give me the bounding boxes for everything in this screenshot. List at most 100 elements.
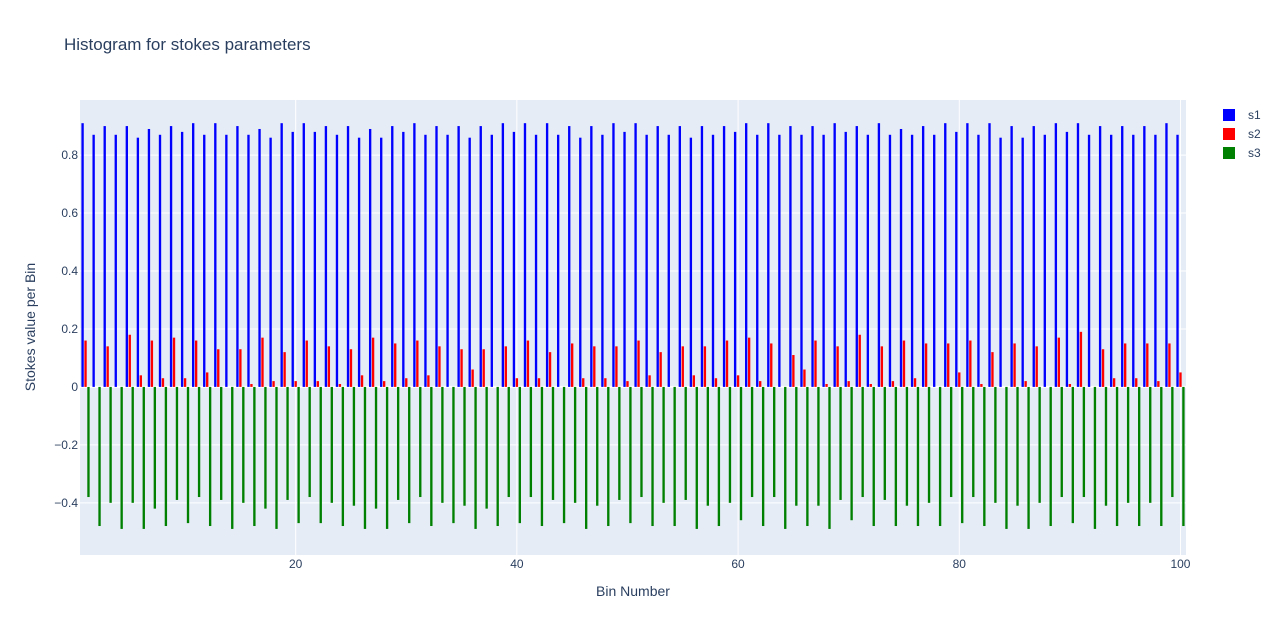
bar-s2 — [1112, 378, 1116, 387]
bar-s3 — [761, 386, 765, 527]
bar-s3 — [264, 386, 267, 509]
bar-s3 — [972, 386, 975, 498]
bar-s2 — [438, 346, 441, 387]
legend-swatch — [1223, 128, 1235, 140]
bar-s3 — [684, 386, 687, 500]
bar-s3 — [1038, 386, 1041, 503]
legend[interactable]: s1 s2 s3 — [1223, 108, 1261, 160]
bar-s2 — [338, 384, 342, 387]
bar-s1 — [1076, 123, 1080, 387]
bar-s2 — [515, 378, 519, 387]
legend-label: s3 — [1248, 146, 1261, 160]
bar-s1 — [778, 134, 781, 387]
bar-s3 — [385, 386, 389, 529]
bar-s3 — [983, 386, 986, 527]
bar-s3 — [629, 386, 632, 524]
bar-s3 — [806, 386, 809, 527]
bar-s3 — [1171, 386, 1174, 498]
bar-s1 — [1065, 131, 1069, 387]
bar-s1 — [844, 131, 847, 387]
bar-s2 — [869, 384, 872, 387]
bar-s1 — [910, 134, 914, 387]
y-tick-label: 0 — [71, 380, 78, 394]
bar-s2 — [327, 346, 331, 387]
bar-s2 — [217, 349, 220, 387]
bar-s1 — [711, 134, 715, 387]
bar-s2 — [692, 375, 696, 387]
bar-s3 — [596, 386, 599, 506]
bar-s1 — [302, 123, 305, 387]
bar-s2 — [1135, 378, 1138, 387]
bar-s1 — [855, 126, 858, 387]
bar-s3 — [441, 386, 444, 503]
bar-s2 — [847, 381, 850, 387]
bar-s3 — [452, 386, 455, 524]
bar-s3 — [330, 386, 333, 503]
bar-s1 — [623, 131, 626, 387]
bar-s1 — [534, 134, 538, 387]
bar-s1 — [1143, 126, 1146, 387]
bar-s2 — [250, 384, 253, 387]
bar-s3 — [518, 386, 521, 524]
bar-s3 — [651, 386, 654, 527]
chart-title: Histogram for stokes parameters — [64, 35, 311, 54]
bar-s3 — [706, 386, 710, 506]
bar-s1 — [800, 134, 803, 387]
bar-s3 — [1005, 386, 1008, 529]
bar-s1 — [114, 134, 117, 387]
bar-s2 — [836, 346, 839, 387]
bar-s2 — [626, 381, 629, 387]
y-tick-label: 0.8 — [61, 148, 78, 162]
y-tick-label: −0.2 — [54, 438, 78, 452]
y-tick-label: 0.4 — [61, 264, 78, 278]
x-axis-title: Bin Number — [596, 583, 670, 599]
bar-s2 — [427, 375, 430, 387]
bar-s3 — [1060, 386, 1063, 498]
bar-s1 — [689, 137, 693, 387]
bar-s1 — [357, 137, 361, 387]
bar-s1 — [368, 128, 372, 387]
bar-s1 — [634, 123, 637, 387]
bar-s3 — [784, 386, 787, 529]
bar-s1 — [722, 126, 726, 387]
bar-s1 — [1032, 126, 1035, 387]
bar-s1 — [944, 123, 947, 387]
bar-s2 — [1124, 343, 1127, 387]
bar-s3 — [1149, 386, 1152, 503]
bar-s3 — [142, 386, 145, 529]
bar-s3 — [695, 386, 698, 529]
legend-item-s1[interactable]: s1 — [1223, 108, 1261, 122]
bar-s1 — [81, 123, 84, 387]
bar-s2 — [637, 340, 640, 387]
bar-s3 — [573, 386, 577, 503]
bar-s3 — [795, 386, 798, 506]
bar-s2 — [139, 375, 143, 387]
bar-s2 — [394, 343, 397, 387]
bar-s1 — [490, 134, 493, 387]
bar-s1 — [247, 134, 250, 387]
bar-s3 — [1093, 386, 1097, 529]
bar-s1 — [1087, 134, 1091, 387]
bar-s1 — [402, 131, 405, 387]
bar-s2 — [183, 378, 187, 387]
bar-s1 — [158, 134, 162, 387]
bar-s1 — [335, 134, 339, 387]
bar-s2 — [416, 340, 419, 387]
legend-item-s3[interactable]: s3 — [1223, 146, 1261, 160]
bar-s1 — [590, 126, 593, 387]
bar-s1 — [103, 126, 106, 387]
bar-s1 — [888, 134, 892, 387]
bar-s3 — [242, 386, 245, 503]
legend-item-s2[interactable]: s2 — [1223, 127, 1261, 141]
bar-s2 — [405, 378, 408, 387]
bar-s2 — [206, 372, 209, 387]
bar-s2 — [1035, 346, 1038, 387]
bar-s3 — [1049, 386, 1052, 527]
bar-s2 — [969, 340, 972, 387]
bar-s2 — [958, 372, 961, 387]
bar-s1 — [955, 131, 958, 387]
bar-s2 — [161, 378, 165, 387]
bar-s3 — [496, 386, 499, 527]
bar-s2 — [648, 375, 651, 387]
bar-s3 — [319, 386, 322, 524]
